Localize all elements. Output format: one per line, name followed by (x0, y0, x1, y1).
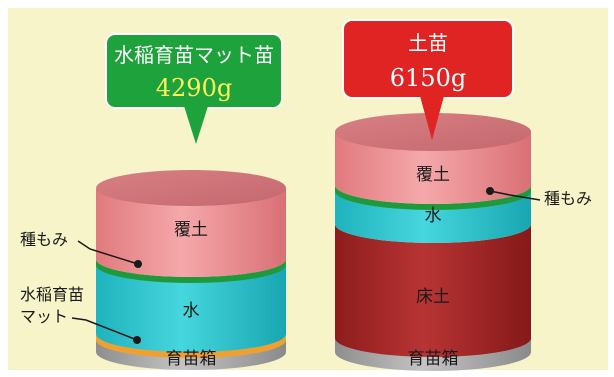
right-callout-title: 土苗 (408, 31, 448, 55)
left-cover-soil-label: 覆土 (174, 220, 208, 240)
right-floor-soil-layer (335, 224, 531, 357)
right-callout-weight: 6150g (390, 64, 466, 92)
left-mat-leader (71, 317, 138, 341)
right-seed-side-label: 種もみ (544, 189, 592, 208)
left-seed-leader (77, 240, 139, 265)
left-cylinder (96, 170, 286, 370)
right-water-label: 水 (425, 206, 442, 226)
left-water-layer (96, 264, 286, 352)
left-seed-line (96, 259, 286, 283)
right-seed-line (335, 185, 531, 210)
right-seed-leader (489, 190, 541, 201)
right-cover-soil-label: 覆土 (416, 165, 450, 185)
left-tray-label: 育苗箱 (166, 349, 217, 369)
left-mat-side-label-1: 水稲育苗 (20, 285, 84, 304)
left-callout: 水稲育苗マット苗 4290g (105, 33, 283, 144)
right-callout: 土苗 6150g (342, 19, 514, 140)
left-mat-side-label-2: マット (20, 307, 68, 326)
left-cover-soil-layer (96, 188, 286, 277)
left-cylinder-top (96, 170, 286, 206)
left-water-label: 水 (183, 301, 200, 321)
left-mat-line (96, 334, 286, 358)
right-tray-label: 育苗箱 (408, 349, 459, 369)
right-callout-pointer (420, 96, 444, 140)
left-mat-dot (133, 336, 141, 344)
left-callout-weight: 4290g (156, 74, 232, 102)
left-callout-pointer (184, 106, 208, 144)
left-seed-side-label: 種もみ (20, 230, 68, 249)
left-seed-dot (134, 260, 142, 268)
left-callout-title: 水稲育苗マット苗 (114, 43, 274, 67)
right-floor-soil-label: 床土 (416, 287, 450, 307)
right-cylinder (335, 113, 531, 371)
right-cover-soil-layer (335, 132, 531, 204)
right-water-layer (335, 190, 531, 243)
right-seed-dot (486, 187, 494, 195)
